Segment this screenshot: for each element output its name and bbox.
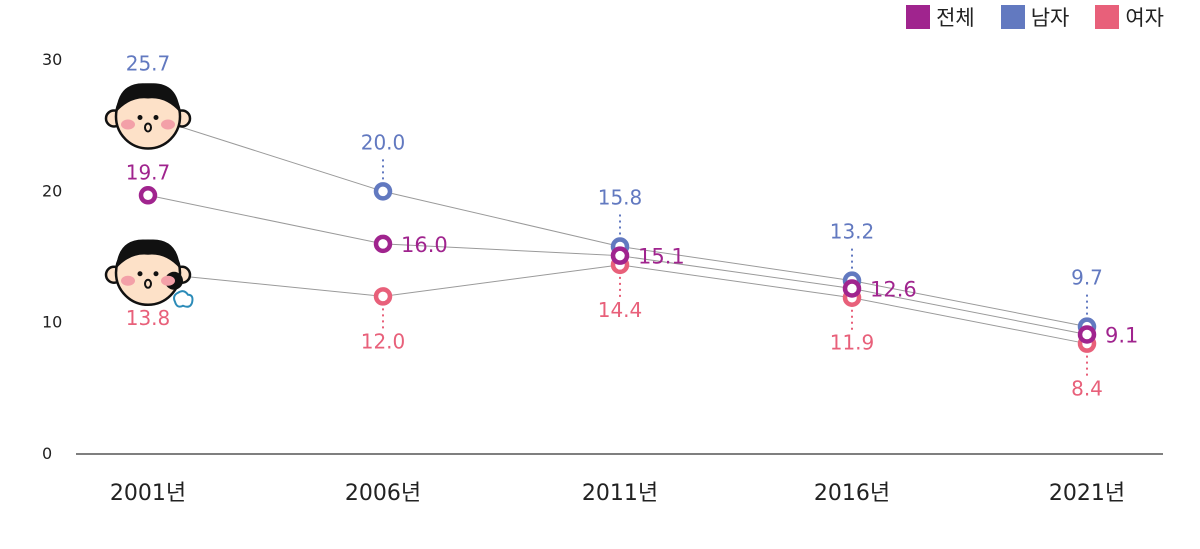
legend-label-female: 여자 [1125,6,1164,30]
girl-face-icon [104,239,194,308]
male-value-label: 25.7 [126,51,171,75]
legend: 전체 남자 여자 [906,2,1164,32]
series-line-1 [147,115,1088,328]
female-point [373,287,393,306]
total-value-label: 16.0 [401,233,448,257]
x-tick-label: 2001년 [110,481,186,506]
y-tick-label: 10 [42,313,62,332]
total-value-label: 9.1 [1105,323,1138,347]
total-point [610,246,630,265]
legend-item-male: 남자 [1000,2,1070,32]
female-value-label: 14.4 [598,298,643,322]
legend-swatch-total [906,5,931,29]
y-tick-label: 20 [42,181,62,200]
y-tick-label: 0 [42,444,52,463]
total-value-label: 15.1 [638,245,685,269]
legend-item-total: 전체 [906,2,975,32]
legend-item-female: 여자 [1095,2,1164,32]
male-value-label: 20.0 [361,130,406,154]
male-point [373,182,393,201]
female-value-label: 13.8 [126,306,171,330]
y-tick-label: 30 [42,50,62,69]
legend-swatch-male [1000,5,1025,29]
x-tick-label: 2011년 [582,481,658,506]
female-value-label: 12.0 [361,329,406,353]
x-tick-label: 2006년 [345,481,421,506]
total-point [1077,325,1097,344]
male-value-label: 15.8 [598,185,643,209]
total-value-label: 19.7 [126,160,171,184]
total-point [138,186,158,205]
total-point [373,234,393,254]
x-tick-label: 2021년 [1049,481,1125,506]
x-tick-label: 2016년 [814,481,890,506]
legend-label-male: 남자 [1030,6,1070,30]
legend-label-total: 전체 [936,6,975,30]
male-value-label: 9.7 [1071,266,1103,290]
female-value-label: 8.4 [1071,377,1103,401]
female-value-label: 11.9 [830,331,875,355]
legend-swatch-female [1095,5,1120,29]
male-value-label: 13.2 [830,220,875,244]
total-point [842,279,862,298]
total-value-label: 12.6 [870,278,917,302]
boy-face-icon [104,83,192,150]
